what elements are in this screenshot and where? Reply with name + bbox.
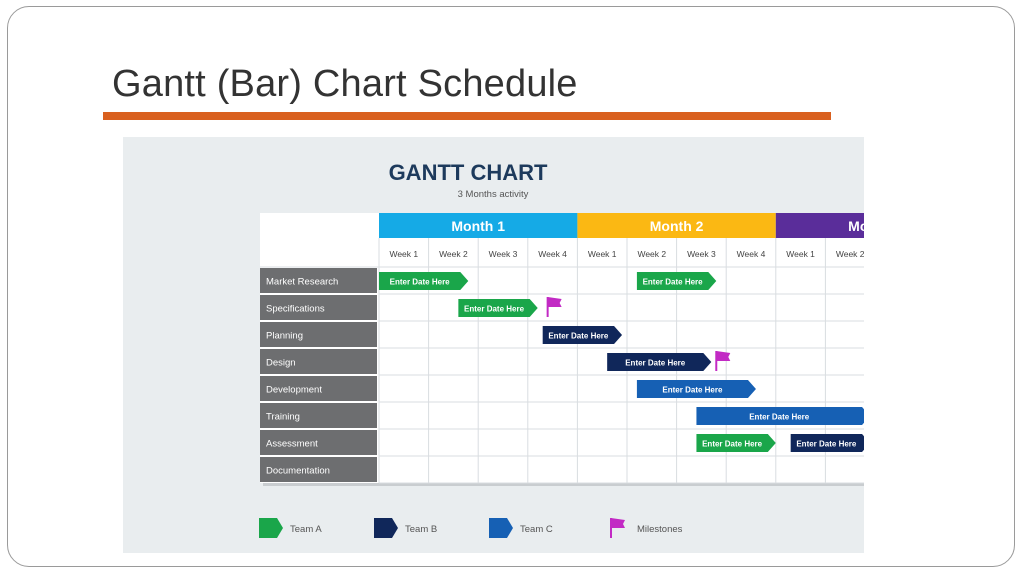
week-label: Week 2 <box>836 249 864 259</box>
task-bar <box>607 353 712 371</box>
task-bar <box>696 434 776 452</box>
task-bar-label: Enter Date Here <box>625 359 686 368</box>
chart-subtitle: 3 Months activity <box>458 189 529 200</box>
month-label: Month 2 <box>650 218 704 234</box>
task-bar <box>379 272 469 290</box>
legend-label: Team A <box>290 524 322 535</box>
milestone-flag <box>547 297 562 307</box>
title-underline <box>103 112 831 120</box>
legend-label: Team C <box>520 524 553 535</box>
task-label-cell <box>260 322 377 347</box>
month-label: Month 1 <box>451 218 505 234</box>
month-label: Month 3 <box>848 218 864 234</box>
task-label: Planning <box>266 331 303 342</box>
week-label: Week 1 <box>786 249 815 259</box>
task-label-cell <box>260 376 377 401</box>
task-label: Specifications <box>266 304 325 315</box>
legend: Team A Team B Team C Milestones <box>259 518 683 538</box>
legend-swatch <box>374 518 398 538</box>
task-bar <box>790 434 864 452</box>
legend-swatch <box>489 518 513 538</box>
month-header-cell <box>379 213 578 238</box>
gantt-chart-image: Month 1 Month 2 Month 3 Week 1 Week 2 Week 3 W… <box>123 137 864 553</box>
week-label: Week 3 <box>489 249 518 259</box>
week-label: Week 3 <box>687 249 716 259</box>
legend-label: Team B <box>405 524 437 535</box>
month-header-cell <box>775 213 864 238</box>
week-label: Week 2 <box>439 249 468 259</box>
task-bar <box>458 299 538 317</box>
chart-title: GANTT CHART <box>389 160 548 185</box>
slide-title: Gantt (Bar) Chart Schedule <box>112 63 578 105</box>
week-label: Week 2 <box>637 249 666 259</box>
week-label: Week 1 <box>389 249 418 259</box>
task-bar-label: Enter Date Here <box>464 305 525 314</box>
task-label-cell <box>260 457 377 482</box>
task-bar <box>542 326 623 344</box>
task-bar-label: Enter Date Here <box>702 440 763 449</box>
task-label: Design <box>266 358 296 369</box>
legend-label: Milestones <box>637 524 683 535</box>
task-bar-label: Enter Date Here <box>796 440 857 449</box>
task-bar-label: Enter Date Here <box>390 278 451 287</box>
week-label: Week 4 <box>538 249 567 259</box>
gantt-header: Month 1 Month 2 Month 3 Week 1 Week 2 Week 3 W… <box>379 213 864 259</box>
task-label: Assessment <box>266 439 318 450</box>
week-label: Week 1 <box>588 249 617 259</box>
task-label: Training <box>266 412 300 423</box>
task-label-cell <box>260 295 377 320</box>
task-bar-label: Enter Date Here <box>643 278 704 287</box>
milestone-flag <box>716 351 731 361</box>
week-label: Week 4 <box>737 249 766 259</box>
task-label: Market Research <box>266 277 338 288</box>
task-bar-label: Enter Date Here <box>548 332 609 341</box>
task-bar <box>696 407 864 425</box>
task-label: Documentation <box>266 466 330 477</box>
legend-swatch <box>259 518 283 538</box>
month-header-cell <box>577 213 776 238</box>
gantt-chart: Month 1 Month 2 Month 3 Week 1 Week 2 Week 3 W… <box>259 160 864 538</box>
legend-milestone-flag <box>611 518 625 528</box>
task-label: Development <box>266 385 322 396</box>
task-bar-label: Enter Date Here <box>749 413 810 422</box>
task-label-cell <box>260 349 377 374</box>
task-bar-label: Enter Date Here <box>662 386 723 395</box>
task-label-cell <box>260 430 377 455</box>
task-bar <box>636 272 717 290</box>
task-label-cell <box>260 403 377 428</box>
task-bars: Enter Date Here Enter Date Here Enter Date… <box>379 272 864 452</box>
task-label-cell <box>260 268 377 293</box>
task-bar <box>636 380 756 398</box>
task-labels: Market Research Specifications Planning Des… <box>260 268 377 482</box>
